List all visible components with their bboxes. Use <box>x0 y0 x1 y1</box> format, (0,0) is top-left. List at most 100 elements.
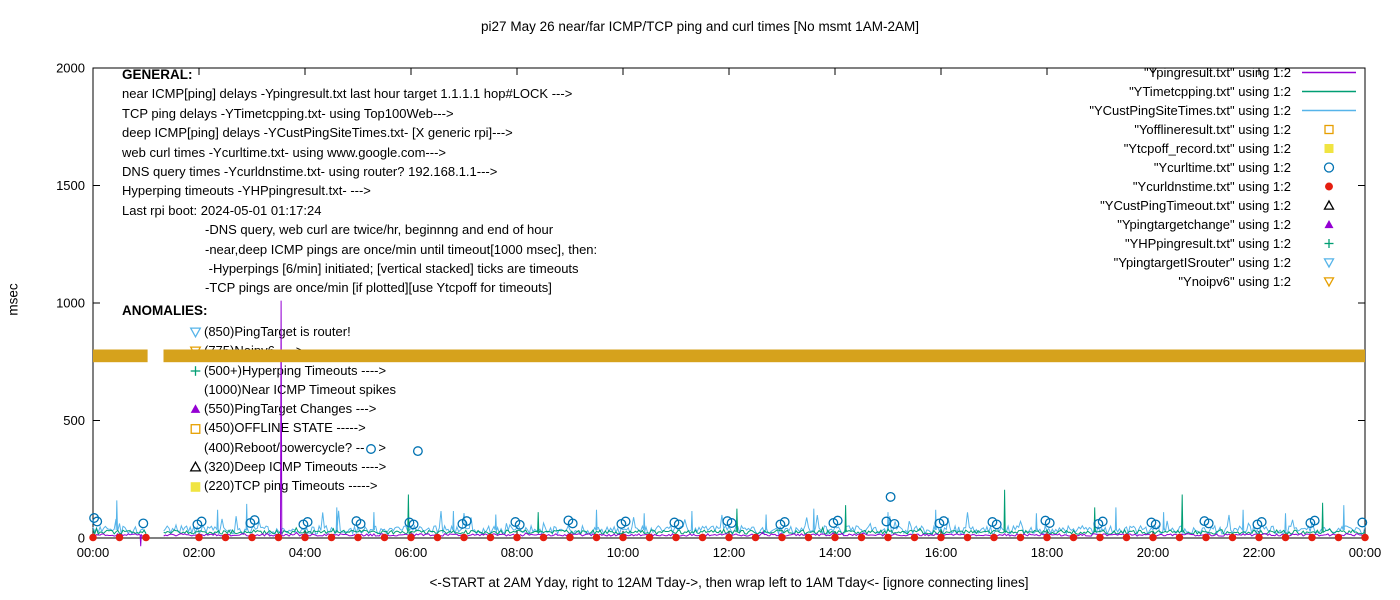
general-line: deep ICMP[ping] delays -YCustPingSiteTim… <box>122 125 513 141</box>
general-line: DNS query times -Ycurldnstime.txt- using… <box>122 163 498 179</box>
legend-label: "Yofflineresult.txt" using 1:2 <box>1134 122 1291 137</box>
svg-text:04:00: 04:00 <box>289 545 322 560</box>
legend-item: "Ycurldnstime.txt" using 1:2 <box>1089 177 1358 196</box>
filled-triangle-up-icon <box>188 401 204 416</box>
svg-text:00:00: 00:00 <box>1349 545 1382 560</box>
legend-label: "YCustPingSiteTimes.txt" using 1:2 <box>1089 103 1291 118</box>
general-block: GENERAL: near ICMP[ping] delays -Ypingres… <box>122 65 597 298</box>
legend-item: "Ynoipv6" using 1:2 <box>1089 272 1358 291</box>
series-Ypingresult.txt <box>92 300 1366 547</box>
open-triangle-up-icon <box>188 459 204 474</box>
plus-icon <box>188 363 204 378</box>
series-YTimetcpping.txt <box>92 489 1366 536</box>
series-Ynoipv6 <box>93 349 1365 363</box>
anomaly-text: (550)PingTarget Changes ---> <box>204 401 377 417</box>
svg-text:08:00: 08:00 <box>501 545 534 560</box>
legend-item: "YHPpingresult.txt" using 1:2 <box>1089 234 1358 253</box>
anomalies-header: ANOMALIES: <box>122 303 208 318</box>
legend-label: "Ytcpoff_record.txt" using 1:2 <box>1123 141 1291 156</box>
open-square-icon <box>188 421 204 436</box>
legend-label: "YTimetcpping.txt" using 1:2 <box>1129 84 1291 99</box>
svg-text:14:00: 14:00 <box>819 545 852 560</box>
general-line: -Hyperpings [6/min] initiated; [vertical… <box>205 260 579 276</box>
anomaly-line: (220)TCP ping Timeouts -----> <box>188 476 396 495</box>
open-square-icon <box>1300 122 1358 137</box>
open-circle-icon <box>364 440 378 455</box>
anomaly-text: (850)PingTarget is router! <box>204 323 351 339</box>
general-line: Hyperping timeouts -YHPpingresult.txt- -… <box>122 183 371 199</box>
filled-square-icon <box>1300 141 1358 156</box>
open-circle-icon <box>1300 160 1358 175</box>
legend-label: "YpingtargetISrouter" using 1:2 <box>1113 255 1291 270</box>
general-line: -near,deep ICMP pings are once/min until… <box>205 241 598 257</box>
legend-item: "Yofflineresult.txt" using 1:2 <box>1089 120 1358 139</box>
anomaly-line: (400)Reboot/powercycle? -- > <box>188 438 396 457</box>
general-line: Last rpi boot: 2024-05-01 01:17:24 <box>122 202 322 218</box>
series-Ycurltime.txt <box>89 446 1368 530</box>
plus-icon <box>1300 236 1358 251</box>
legend-label: "Ypingresult.txt" using 1:2 <box>1143 65 1291 80</box>
general-line: -TCP pings are once/min [if plotted][use… <box>205 280 552 296</box>
legend-item: "Ytcpoff_record.txt" using 1:2 <box>1089 139 1358 158</box>
chart-title: pi27 May 26 near/far ICMP/TCP ping and c… <box>481 19 919 34</box>
svg-text:00:00: 00:00 <box>77 545 110 560</box>
svg-text:10:00: 10:00 <box>607 545 640 560</box>
anomaly-line: (1000)Near ICMP Timeout spikes <box>188 380 396 399</box>
svg-text:06:00: 06:00 <box>395 545 428 560</box>
svg-text:02:00: 02:00 <box>183 545 216 560</box>
general-line: -DNS query, web curl are twice/hr, begin… <box>205 222 554 238</box>
anomaly-line: (850)PingTarget is router! <box>188 322 396 341</box>
anomaly-line: (550)PingTarget Changes ---> <box>188 399 396 418</box>
anomaly-line: (500+)Hyperping Timeouts ----> <box>188 361 396 380</box>
anomaly-line: (320)Deep ICMP Timeouts ----> <box>188 457 396 476</box>
general-line: web curl times -Ycurltime.txt- using www… <box>122 144 447 160</box>
anomaly-text: (1000)Near ICMP Timeout spikes <box>204 381 396 397</box>
anomaly-text: (450)OFFLINE STATE -----> <box>204 420 366 436</box>
svg-text:20:00: 20:00 <box>1137 545 1170 560</box>
legend-item: "YpingtargetISrouter" using 1:2 <box>1089 253 1358 272</box>
svg-text:1500: 1500 <box>56 178 85 193</box>
open-triangle-down-icon <box>1300 255 1358 270</box>
series-Ycurldnstime.txt <box>89 533 1369 542</box>
legend-label: "Ynoipv6" using 1:2 <box>1178 274 1291 289</box>
filled-square-icon <box>188 479 204 494</box>
legend-item: "Ypingtargetchange" using 1:2 <box>1089 215 1358 234</box>
legend-label: "Ycurldnstime.txt" using 1:2 <box>1132 179 1291 194</box>
filled-triangle-up-icon <box>1300 217 1358 232</box>
svg-text:0: 0 <box>78 531 85 546</box>
general-line: near ICMP[ping] delays -Ypingresult.txt … <box>122 86 573 102</box>
anomaly-text: (400)Reboot/powercycle? -- <box>204 439 365 455</box>
anomaly-text: (320)Deep ICMP Timeouts ----> <box>204 459 387 475</box>
open-triangle-down-icon <box>1300 274 1358 289</box>
general-line: TCP ping delays -YTimetcpping.txt- using… <box>122 105 454 121</box>
anomaly-text: > <box>378 439 386 455</box>
line-sample-icon <box>1300 84 1358 99</box>
general-header: GENERAL: <box>122 67 193 82</box>
legend-item: "YCustPingSiteTimes.txt" using 1:2 <box>1089 101 1358 120</box>
anomaly-text: (500+)Hyperping Timeouts ----> <box>204 362 387 378</box>
svg-text:2000: 2000 <box>56 61 85 76</box>
open-triangle-up-icon <box>1300 198 1358 213</box>
legend-item: "YTimetcpping.txt" using 1:2 <box>1089 82 1358 101</box>
filled-circle-icon <box>1300 179 1358 194</box>
x-axis-label: <-START at 2AM Yday, right to 12AM Tday-… <box>429 575 1029 590</box>
y-axis-label: msec <box>5 283 21 316</box>
legend: "Ypingresult.txt" using 1:2 "YTimetcpping… <box>1089 63 1358 291</box>
svg-text:16:00: 16:00 <box>925 545 958 560</box>
legend-label: "Ypingtargetchange" using 1:2 <box>1117 217 1291 232</box>
svg-text:500: 500 <box>63 413 85 428</box>
line-sample-icon <box>1300 103 1358 118</box>
anomaly-text: (220)TCP ping Timeouts -----> <box>204 478 378 494</box>
legend-label: "YHPpingresult.txt" using 1:2 <box>1124 236 1291 251</box>
svg-text:18:00: 18:00 <box>1031 545 1064 560</box>
anomalies-block: (850)PingTarget is router!(775)Noipv6 --… <box>188 322 396 496</box>
legend-item: "Ypingresult.txt" using 1:2 <box>1089 63 1358 82</box>
legend-label: "YCustPingTimeout.txt" using 1:2 <box>1100 198 1291 213</box>
line-sample-icon <box>1300 65 1358 80</box>
svg-text:12:00: 12:00 <box>713 545 746 560</box>
legend-item: "YCustPingTimeout.txt" using 1:2 <box>1089 196 1358 215</box>
legend-item: "Ycurltime.txt" using 1:2 <box>1089 158 1358 177</box>
open-triangle-down-icon <box>188 324 204 339</box>
